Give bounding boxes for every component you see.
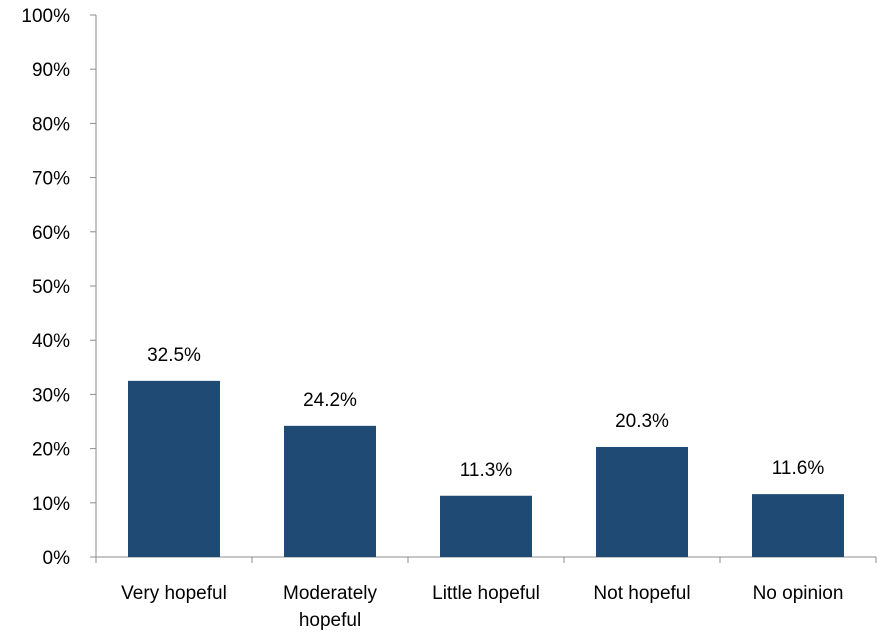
category-label: Very hopeful <box>121 583 227 604</box>
y-tick-label: 60% <box>32 223 70 244</box>
y-tick-label: 40% <box>32 331 70 352</box>
bar <box>284 425 376 557</box>
bar <box>128 380 220 557</box>
category-label: Not hopeful <box>593 583 690 604</box>
category-label: No opinion <box>753 583 844 604</box>
y-tick-label: 90% <box>32 60 70 81</box>
data-label: 11.6% <box>772 458 825 479</box>
y-tick-label: 70% <box>32 169 70 190</box>
x-axis: Very hopeful Moderately hopeful Little hope… <box>95 556 877 631</box>
data-labels: 32.5% 24.2% 11.3% 20.3% 11.6% <box>147 345 824 481</box>
bars <box>128 380 844 557</box>
bar <box>752 494 844 557</box>
data-label: 11.3% <box>460 460 513 481</box>
y-axis: 0% 10% 20% 30% 40% 50% 60% 70% 80% 90% 100% <box>21 6 97 569</box>
bar <box>596 446 688 557</box>
category-label: hopeful <box>299 610 361 631</box>
data-label: 24.2% <box>303 390 357 411</box>
bar <box>440 495 532 557</box>
y-tick-label: 10% <box>32 494 70 515</box>
y-tick-label: 20% <box>32 440 70 461</box>
y-tick-label: 0% <box>43 548 71 569</box>
data-label: 20.3% <box>615 411 669 432</box>
data-label: 32.5% <box>147 345 201 366</box>
category-label: Little hopeful <box>432 583 540 604</box>
y-tick-label: 50% <box>32 277 70 298</box>
category-label: Moderately <box>283 583 377 604</box>
y-tick-label: 80% <box>32 114 70 135</box>
y-tick-label: 100% <box>21 6 70 27</box>
y-tick-label: 30% <box>32 385 70 406</box>
